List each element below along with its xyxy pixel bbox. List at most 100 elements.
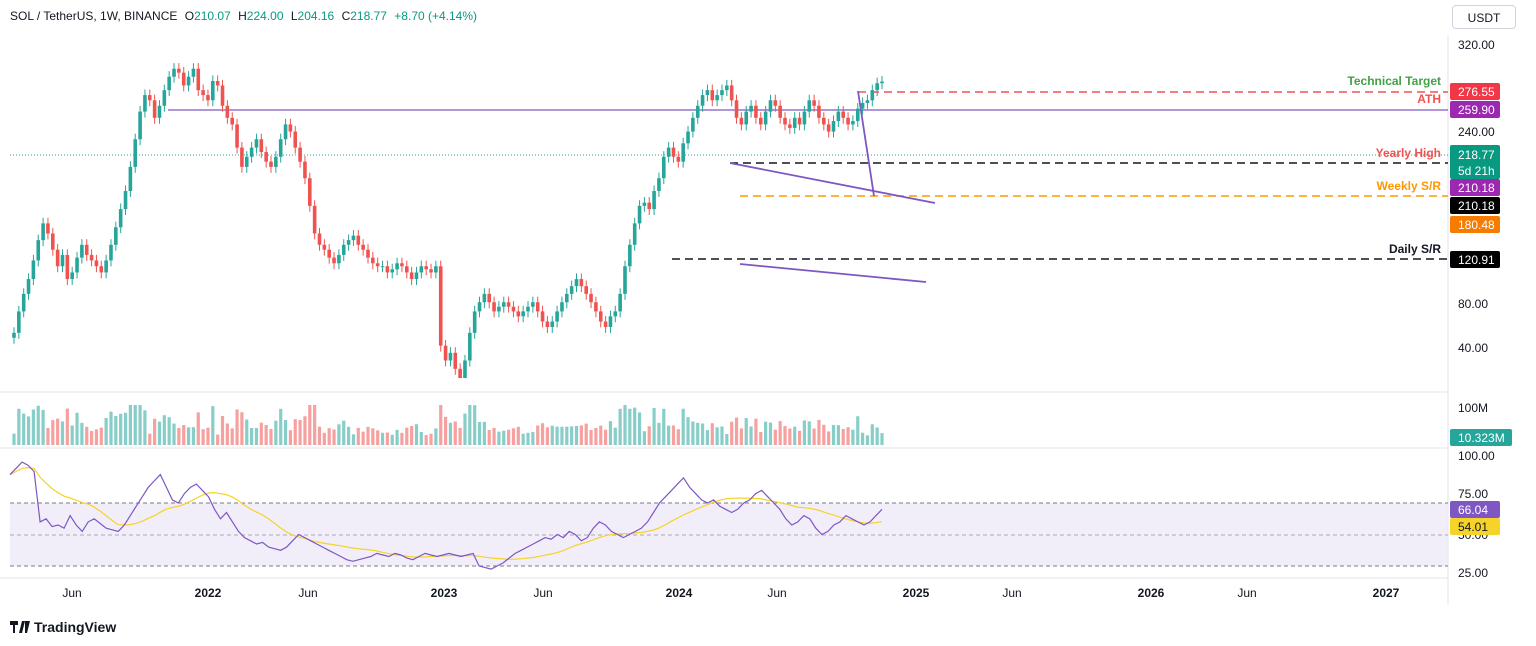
volume-bar <box>259 422 263 445</box>
candle <box>337 254 341 264</box>
volume-bar <box>608 421 613 445</box>
candle <box>812 100 816 106</box>
candle <box>666 147 671 157</box>
volume-bar <box>487 430 491 445</box>
candle <box>613 311 618 317</box>
candle <box>249 147 254 157</box>
candle <box>235 124 239 148</box>
volume-bar <box>75 412 79 445</box>
time-tick: Jun <box>767 586 786 600</box>
candle <box>725 85 729 91</box>
volume-bar <box>637 412 642 445</box>
volume-bar <box>691 421 695 445</box>
candle <box>865 100 870 103</box>
volume-bar <box>754 418 758 445</box>
tradingview-logo[interactable]: TradingView <box>10 619 116 635</box>
svg-text:120.91: 120.91 <box>1458 253 1495 267</box>
close-label: C <box>341 9 351 23</box>
volume-bar <box>594 427 598 445</box>
volume-bar <box>827 431 831 445</box>
volume-bar <box>671 425 676 445</box>
volume-bar <box>245 419 249 445</box>
candle <box>477 302 482 312</box>
time-tick: 2025 <box>903 586 930 600</box>
volume-bar <box>463 413 467 445</box>
time-tick: Jun <box>1002 586 1021 600</box>
candle <box>303 161 307 179</box>
candle <box>739 117 744 125</box>
volume-bar <box>225 423 229 445</box>
volume-bar <box>429 433 433 445</box>
candle <box>36 240 41 261</box>
candle <box>361 244 365 250</box>
candle <box>356 235 361 245</box>
candle <box>70 272 74 280</box>
candle <box>225 105 230 118</box>
volume-bar <box>628 408 632 445</box>
volume-bar <box>31 409 35 445</box>
volume-bar <box>230 428 234 445</box>
volume-bar <box>730 421 734 445</box>
volume-bar <box>206 427 210 445</box>
volume-bar <box>22 413 26 445</box>
candle <box>375 263 380 267</box>
volume-bar <box>453 421 457 445</box>
volume-bar <box>366 426 370 445</box>
volume-bar <box>395 429 399 445</box>
volume-bar <box>817 419 821 445</box>
candle <box>453 352 458 369</box>
candle <box>555 311 559 322</box>
time-tick: 2022 <box>195 586 222 600</box>
volume-bar <box>104 418 108 445</box>
volume-bar <box>696 422 700 445</box>
volume-bar <box>700 423 705 445</box>
volume-bar <box>162 415 166 445</box>
volume-bar <box>778 421 782 445</box>
volume-bar <box>502 430 506 445</box>
candle <box>390 269 395 273</box>
svg-text:210.18: 210.18 <box>1458 199 1495 213</box>
daily-sr-label: Daily S/R <box>1389 242 1441 256</box>
volume-bar <box>865 435 870 445</box>
candle <box>206 95 210 101</box>
volume-bar <box>254 427 259 445</box>
price-tick-40: 40.00 <box>1458 341 1488 355</box>
volume-bar <box>773 429 777 445</box>
candle <box>31 260 36 280</box>
candle <box>211 81 215 101</box>
volume-bar <box>191 427 196 445</box>
candle <box>468 332 472 361</box>
volume-bar <box>744 418 748 445</box>
currency-button[interactable]: USDT <box>1452 5 1516 29</box>
tradingview-icon <box>10 621 30 633</box>
volume-bar <box>749 426 753 445</box>
candle <box>695 105 700 118</box>
candle <box>55 249 60 267</box>
volume-bar <box>574 425 579 445</box>
candle <box>608 316 613 328</box>
volume-bar <box>584 423 588 445</box>
volume-bar <box>128 405 132 445</box>
candle <box>254 139 259 148</box>
ath-label: ATH <box>1417 92 1441 106</box>
candle <box>94 260 99 267</box>
candle <box>80 244 84 258</box>
volume-bar <box>555 426 559 445</box>
volume-bar <box>623 405 627 445</box>
candle <box>836 111 841 122</box>
volume-bar <box>157 421 162 445</box>
volume-bar <box>380 432 385 445</box>
candle <box>700 95 705 106</box>
volume-bar <box>390 434 394 445</box>
volume-bar <box>114 416 118 445</box>
volume-bar <box>443 416 448 445</box>
candle <box>758 117 763 125</box>
candle <box>754 105 758 118</box>
chart-header: SOL / TetherUS, 1W, BINANCE O210.07 H224… <box>10 9 477 23</box>
volume-bar <box>361 431 365 445</box>
volume-bar <box>482 421 486 445</box>
candle <box>293 131 298 148</box>
candle <box>21 293 26 312</box>
candle <box>322 244 327 250</box>
